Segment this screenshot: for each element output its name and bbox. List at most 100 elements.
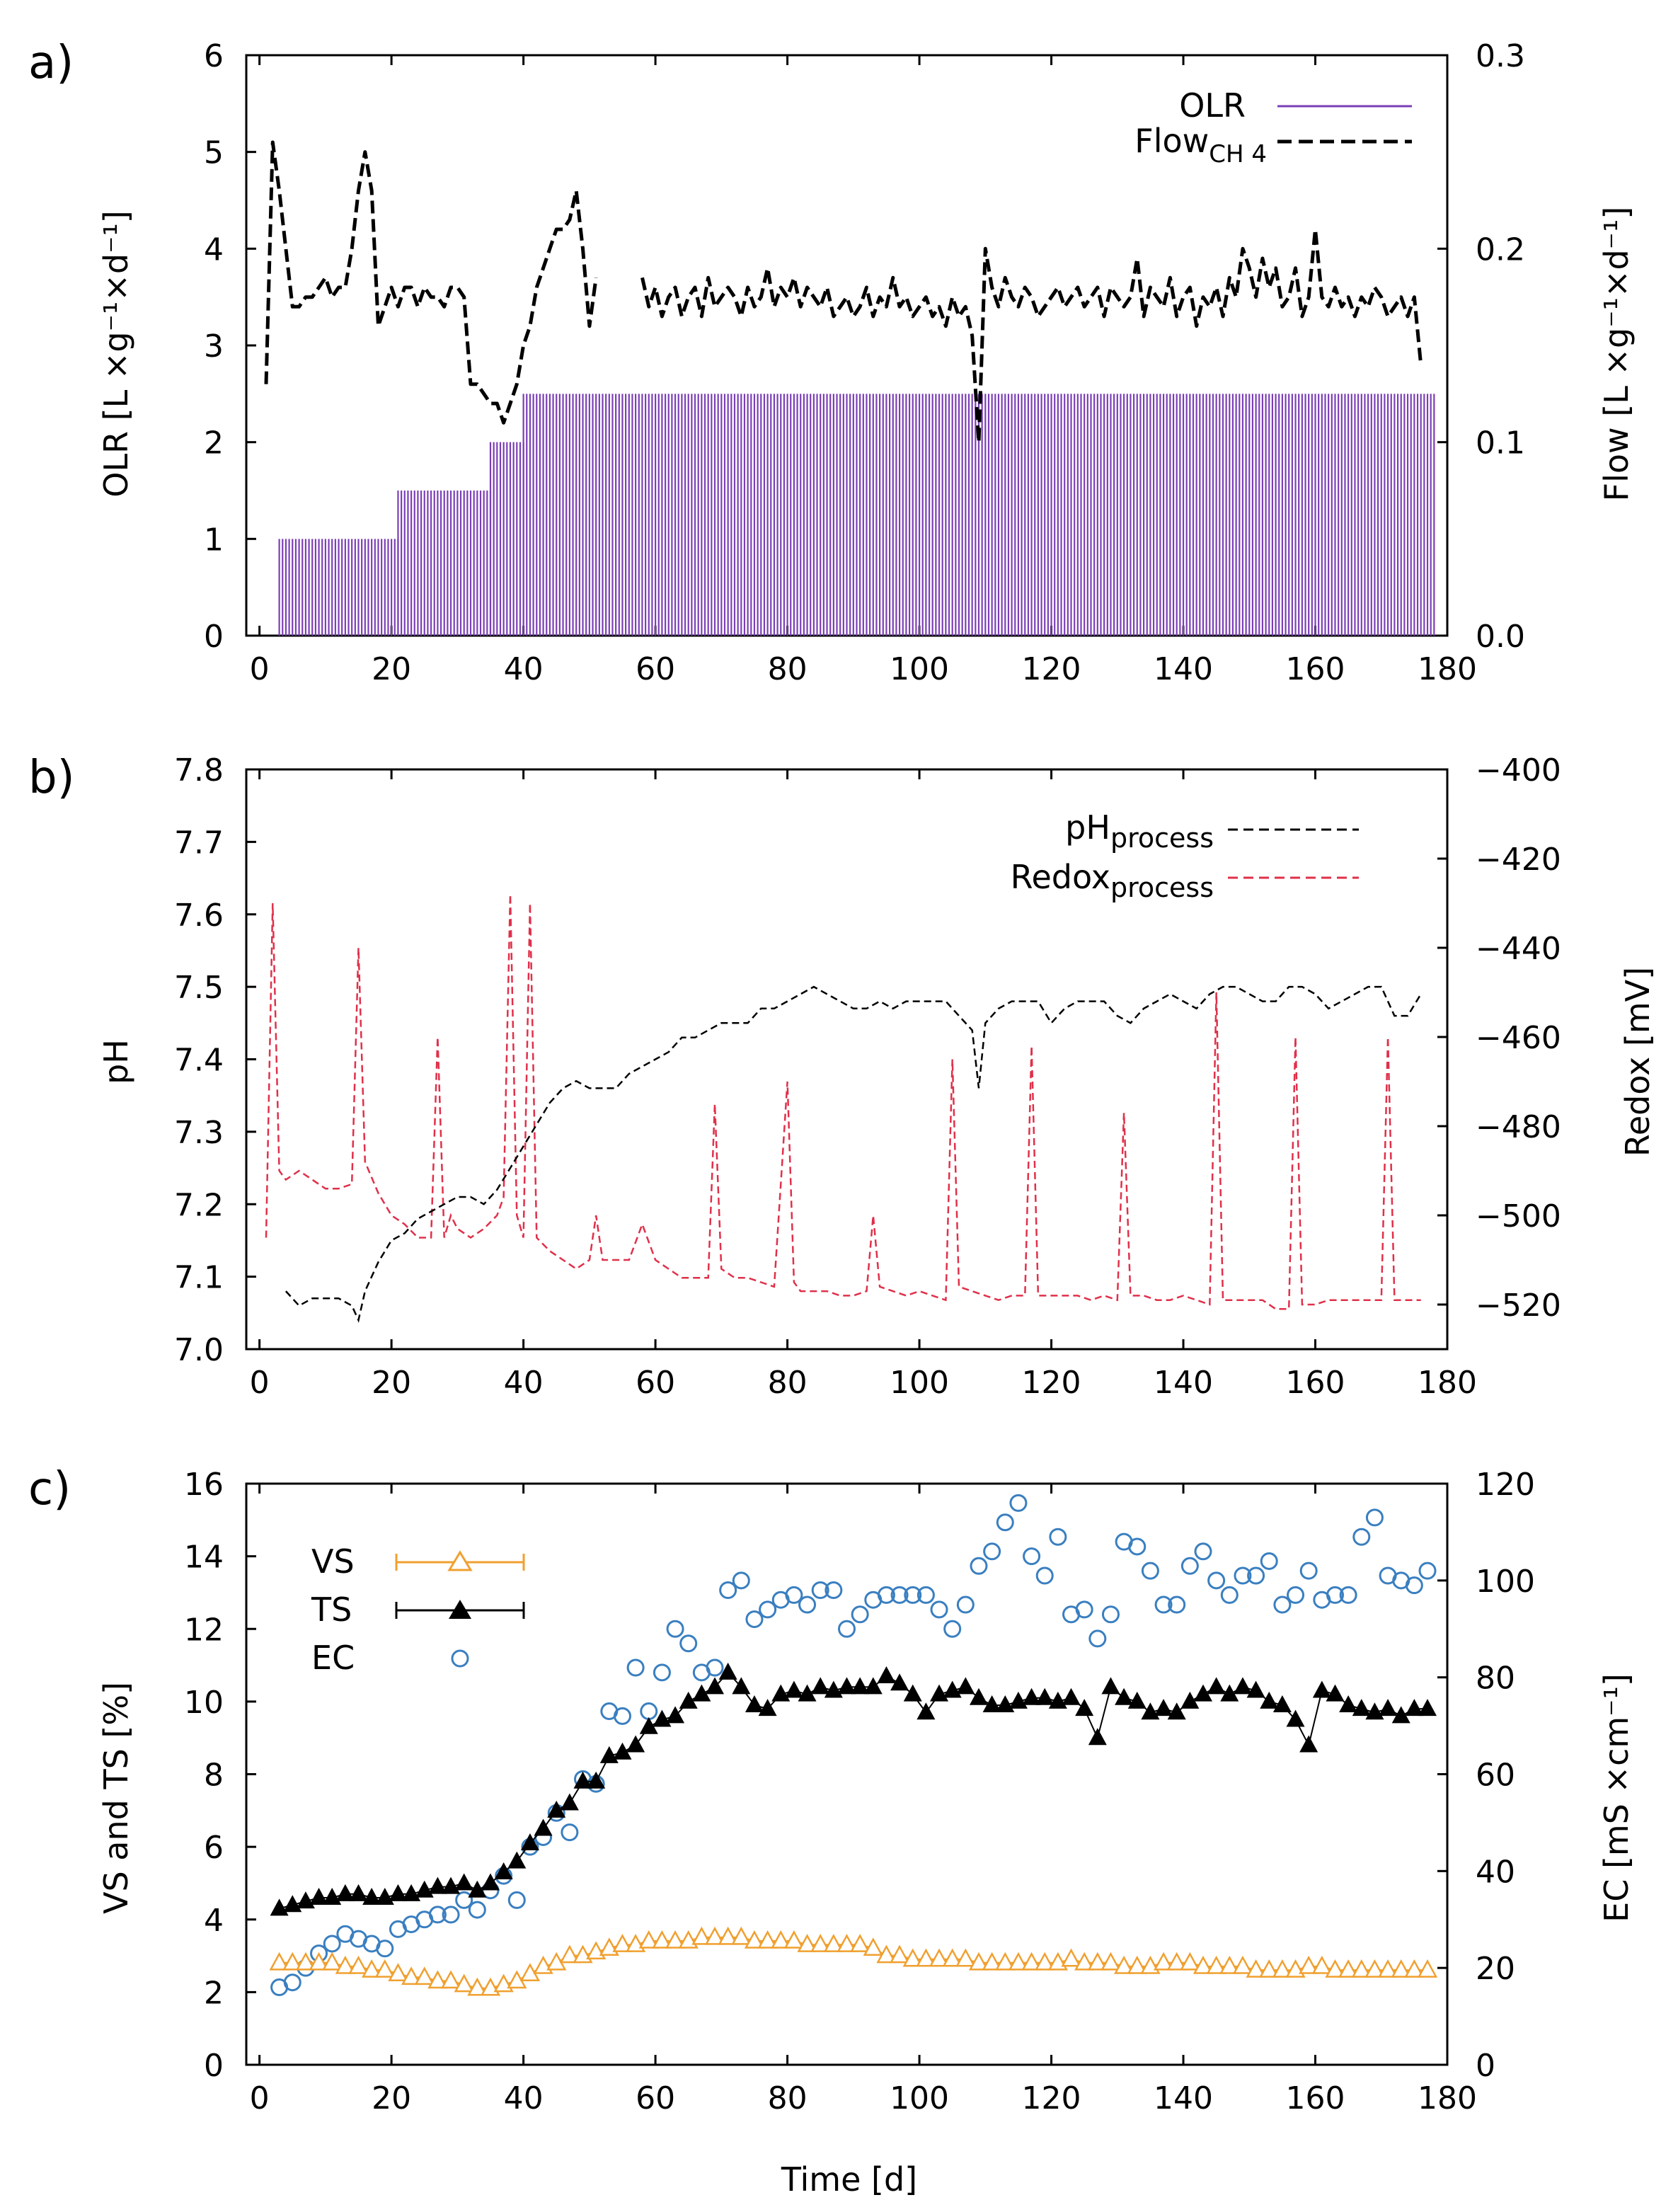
ec-point <box>613 1707 631 1725</box>
vs-point <box>282 1952 303 1971</box>
ts-point <box>639 1717 658 1734</box>
ts-point <box>468 1880 487 1898</box>
ec-point <box>323 1935 341 1953</box>
legend-olr-label: OLR <box>1179 86 1246 125</box>
vs-point <box>744 1930 765 1949</box>
ec-point <box>1194 1542 1212 1561</box>
vs-point <box>1061 1948 1081 1967</box>
right-tick-label-a: 0.2 <box>1476 231 1525 268</box>
panel-a: a) OLR [L ×g⁻¹×d⁻¹] Flow [L ×g⁻¹×d⁻¹] 0 2… <box>28 37 1636 687</box>
ts-point <box>626 1735 645 1753</box>
right-tick-label-b: −520 <box>1476 1288 1561 1324</box>
vs-point <box>902 1948 923 1967</box>
vs-point <box>823 1934 844 1952</box>
x-tick-label-a: 100 <box>890 651 949 687</box>
ts-point <box>428 1876 447 1894</box>
ec-point <box>507 1891 526 1909</box>
ts-point <box>1418 1699 1437 1717</box>
ts-point <box>1339 1695 1358 1713</box>
right-tick-label-b: −460 <box>1476 1020 1561 1056</box>
x-tick-label-c: 0 <box>250 2080 270 2116</box>
ec-point <box>1009 1494 1028 1512</box>
ts-point <box>1405 1699 1424 1717</box>
ts-point <box>587 1771 606 1789</box>
ts-point <box>1035 1687 1055 1705</box>
x-tick-label-b: 20 <box>372 1365 411 1401</box>
ts-point <box>692 1684 711 1702</box>
ts-point <box>1194 1684 1213 1702</box>
ec-point <box>468 1901 486 1919</box>
legend-redox-main: Redox <box>1011 858 1110 896</box>
ec-point <box>824 1581 843 1600</box>
redox-axis-title: Redox [mV] <box>1619 967 1657 1157</box>
ts-point <box>1233 1677 1252 1695</box>
ts-point <box>1154 1699 1173 1717</box>
ts-point <box>1180 1691 1200 1709</box>
ts-point <box>1286 1709 1305 1727</box>
vs-point <box>1338 1959 1359 1978</box>
ts-point <box>798 1684 817 1702</box>
left-tick-label-a: 4 <box>204 231 224 268</box>
x-tick-label-c: 100 <box>890 2080 949 2116</box>
legend-vs-label: VS <box>311 1542 355 1581</box>
vs-point <box>731 1926 752 1945</box>
plot-area-c: 0 20 40 60 80 100 120 140 160 1800246810121416020… <box>184 1467 1535 2116</box>
ts-point <box>1391 1706 1410 1724</box>
panel-c: c) VS and TS [%] EC [mS ×cm⁻¹] Time [d] … <box>28 1463 1636 2199</box>
vs-point <box>427 1970 448 1989</box>
vs-point <box>1259 1959 1280 1978</box>
ec-point <box>1154 1595 1173 1614</box>
ts-point <box>732 1677 751 1695</box>
vs-point <box>1364 1959 1385 1978</box>
ts-point <box>666 1706 685 1724</box>
left-tick-label-a: 5 <box>204 135 224 171</box>
left-tick-label-c: 4 <box>204 1903 224 1939</box>
vs-point <box>783 1930 805 1949</box>
vs-point <box>691 1926 712 1945</box>
ts-point <box>956 1677 975 1695</box>
left-tick-label-a: 6 <box>204 38 224 74</box>
ec-point <box>1273 1595 1292 1614</box>
vs-point <box>414 1966 435 1985</box>
vs-point <box>1127 1955 1147 1974</box>
legend-ts-marker <box>449 1600 471 1619</box>
ts-point <box>1379 1699 1398 1717</box>
ts-point <box>969 1687 988 1705</box>
legend-ph-main: pH <box>1065 808 1110 847</box>
ec-point <box>1287 1586 1305 1604</box>
ec-point <box>1418 1561 1437 1580</box>
ec-point <box>1035 1566 1054 1585</box>
vs-point <box>612 1934 633 1952</box>
panel-label-a: a) <box>28 37 74 89</box>
ec-point <box>1168 1595 1186 1614</box>
ec-point <box>930 1600 948 1619</box>
x-tick-label-c: 140 <box>1154 2080 1213 2116</box>
vs-point <box>837 1934 857 1952</box>
right-tick-label-b: −440 <box>1476 931 1561 967</box>
ec-point <box>732 1571 750 1590</box>
ec-point <box>877 1586 895 1604</box>
ts-point <box>309 1887 328 1905</box>
vs-point <box>1377 1959 1398 1978</box>
ec-point <box>745 1610 764 1629</box>
vs-point <box>1166 1952 1187 1971</box>
ts-point <box>507 1851 527 1869</box>
right-tick-label-a: 0.3 <box>1476 38 1525 74</box>
ts-point <box>1207 1677 1226 1695</box>
left-tick-label-a: 3 <box>204 328 224 365</box>
ec-point <box>706 1658 724 1677</box>
ec-point <box>1220 1586 1239 1604</box>
vs-point <box>982 1952 1002 1971</box>
ec-point <box>1049 1528 1067 1546</box>
vs-point <box>995 1952 1016 1971</box>
ec-point <box>1101 1605 1120 1624</box>
x-tick-label-c: 80 <box>768 2080 808 2116</box>
ec-point <box>1075 1600 1093 1619</box>
ts-point <box>1101 1677 1120 1695</box>
right-tick-label-a: 0.1 <box>1476 425 1525 462</box>
x-tick-label-b: 0 <box>250 1365 270 1401</box>
x-tick-label-b: 120 <box>1022 1365 1081 1401</box>
ec-point <box>943 1620 962 1638</box>
ec-point <box>376 1939 394 1958</box>
x-tick-label-b: 160 <box>1286 1365 1345 1401</box>
